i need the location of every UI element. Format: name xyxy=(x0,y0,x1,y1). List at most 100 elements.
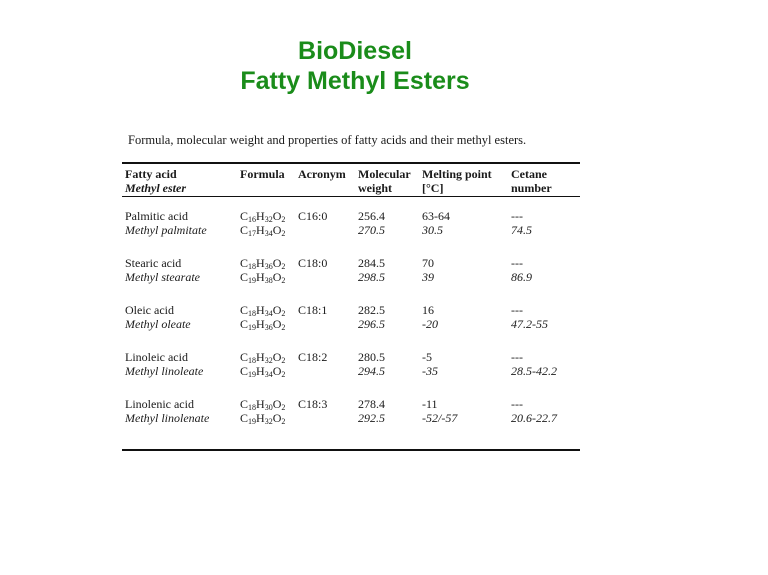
acid-formula: C18H36O2 xyxy=(240,256,286,271)
ester-name: Methyl palmitate xyxy=(125,223,207,237)
header-formula: Formula xyxy=(240,167,285,181)
formula-subscript: 2 xyxy=(281,323,286,332)
formula-element: C xyxy=(240,364,249,378)
formula-cell: C18H30O2 C19H32O2 xyxy=(240,397,286,426)
header-cetane-number: Cetane number xyxy=(511,167,552,195)
acid-cetane-number: --- xyxy=(511,303,523,317)
formula-element: H xyxy=(256,397,265,411)
formula-element: O xyxy=(272,411,282,425)
acronym-value: C18:0 xyxy=(298,256,328,270)
ester-molecular-weight: 296.5 xyxy=(358,317,385,331)
formula-element: H xyxy=(256,270,265,284)
header-weight-label: weight xyxy=(358,181,392,195)
formula-element: O xyxy=(272,317,282,331)
ester-cetane-number: 20.6-22.7 xyxy=(511,411,557,425)
formula-element: O xyxy=(272,270,282,284)
formula-subscript: 2 xyxy=(281,229,286,238)
acid-molecular-weight: 278.4 xyxy=(358,397,385,411)
cetane-number: --- 86.9 xyxy=(511,256,532,284)
acid-cetane-number: --- xyxy=(511,256,523,270)
cetane-number: --- 20.6-22.7 xyxy=(511,397,557,425)
ester-name: Methyl linolenate xyxy=(125,411,210,425)
formula-subscript: 32 xyxy=(264,215,273,224)
formula-element: C xyxy=(240,270,249,284)
ester-molecular-weight: 270.5 xyxy=(358,223,385,237)
formula-element: C xyxy=(240,397,249,411)
formula-subscript: 19 xyxy=(248,323,257,332)
acid-molecular-weight: 280.5 xyxy=(358,350,385,364)
acid-melting-point: -11 xyxy=(422,397,438,411)
formula-subscript: 2 xyxy=(281,276,286,285)
table-row: Palmitic acid Methyl palmitate C16H32O2 C17… xyxy=(122,209,580,256)
header-acronym: Acronym xyxy=(298,167,346,181)
acronym: C18:2 xyxy=(298,350,327,364)
ester-melting-point: -20 xyxy=(422,317,438,331)
formula-subscript: 19 xyxy=(248,417,257,426)
acronym: C16:0 xyxy=(298,209,327,223)
formula-subscript: 38 xyxy=(264,276,273,285)
formula-element: O xyxy=(272,256,282,270)
acronym: C18:3 xyxy=(298,397,327,411)
ester-molecular-weight: 292.5 xyxy=(358,411,385,425)
formula-subscript: 32 xyxy=(264,356,273,365)
ester-formula: C17H34O2 xyxy=(240,223,286,238)
header-fatty-acid-label: Fatty acid xyxy=(125,167,177,181)
formula-element: H xyxy=(256,223,265,237)
ester-melting-point: 30.5 xyxy=(422,223,443,237)
header-melting-unit: [°C] xyxy=(422,181,444,195)
table-top-rule xyxy=(122,162,580,164)
table-header-rule xyxy=(122,196,580,197)
formula-subscript: 18 xyxy=(248,403,257,412)
formula-element: O xyxy=(272,397,282,411)
formula-subscript: 2 xyxy=(281,262,286,271)
acronym: C18:0 xyxy=(298,256,327,270)
formula-subscript: 30 xyxy=(264,403,273,412)
slide-title: BioDiesel Fatty Methyl Esters xyxy=(0,36,710,96)
cetane-number: --- 47.2-55 xyxy=(511,303,548,331)
acronym: C18:1 xyxy=(298,303,327,317)
table-header-row: Fatty acid Methyl ester Formula Acronym … xyxy=(122,164,580,195)
formula-subscript: 19 xyxy=(248,276,257,285)
compound-names: Linoleic acid Methyl linoleate xyxy=(125,350,203,378)
formula-element: H xyxy=(256,317,265,331)
formula-subscript: 2 xyxy=(281,215,286,224)
formula-cell: C16H32O2 C17H34O2 xyxy=(240,209,286,238)
acronym-value: C18:2 xyxy=(298,350,328,364)
table-bottom-rule xyxy=(122,449,580,451)
formula-subscript: 2 xyxy=(281,309,286,318)
formula-element: C xyxy=(240,303,249,317)
ester-melting-point: -35 xyxy=(422,364,438,378)
formula-cell: C18H36O2 C19H38O2 xyxy=(240,256,286,285)
table-caption: Formula, molecular weight and properties… xyxy=(128,133,527,147)
formula-subscript: 16 xyxy=(248,215,257,224)
cetane-number: --- 28.5-42.2 xyxy=(511,350,557,378)
ester-molecular-weight: 294.5 xyxy=(358,364,385,378)
molecular-weight: 256.4 270.5 xyxy=(358,209,385,237)
ester-name: Methyl stearate xyxy=(125,270,200,284)
formula-element: H xyxy=(256,350,265,364)
formula-subscript: 32 xyxy=(264,417,273,426)
formula-cell: C18H34O2 C19H36O2 xyxy=(240,303,286,332)
acid-molecular-weight: 256.4 xyxy=(358,209,385,223)
melting-point: -11 -52/-57 xyxy=(422,397,457,425)
molecular-weight: 282.5 296.5 xyxy=(358,303,385,331)
header-molecular-weight: Molecular weight xyxy=(358,167,411,195)
formula-element: H xyxy=(256,364,265,378)
header-molecular-label: Molecular xyxy=(358,167,411,181)
acid-name: Linoleic acid xyxy=(125,350,188,364)
formula-element: H xyxy=(256,303,265,317)
ester-cetane-number: 86.9 xyxy=(511,270,532,284)
header-fatty-acid: Fatty acid Methyl ester xyxy=(125,167,186,195)
table-row: Linoleic acid Methyl linoleate C18H32O2 C19… xyxy=(122,350,580,397)
compound-names: Stearic acid Methyl stearate xyxy=(125,256,200,284)
acid-name: Oleic acid xyxy=(125,303,174,317)
acid-formula: C16H32O2 xyxy=(240,209,286,224)
ester-formula: C19H36O2 xyxy=(240,317,286,332)
formula-subscript: 2 xyxy=(281,370,286,379)
acid-molecular-weight: 282.5 xyxy=(358,303,385,317)
acronym-value: C16:0 xyxy=(298,209,328,223)
header-melting-label: Melting point xyxy=(422,167,492,181)
acid-molecular-weight: 284.5 xyxy=(358,256,385,270)
formula-subscript: 2 xyxy=(281,403,286,412)
formula-subscript: 19 xyxy=(248,370,257,379)
